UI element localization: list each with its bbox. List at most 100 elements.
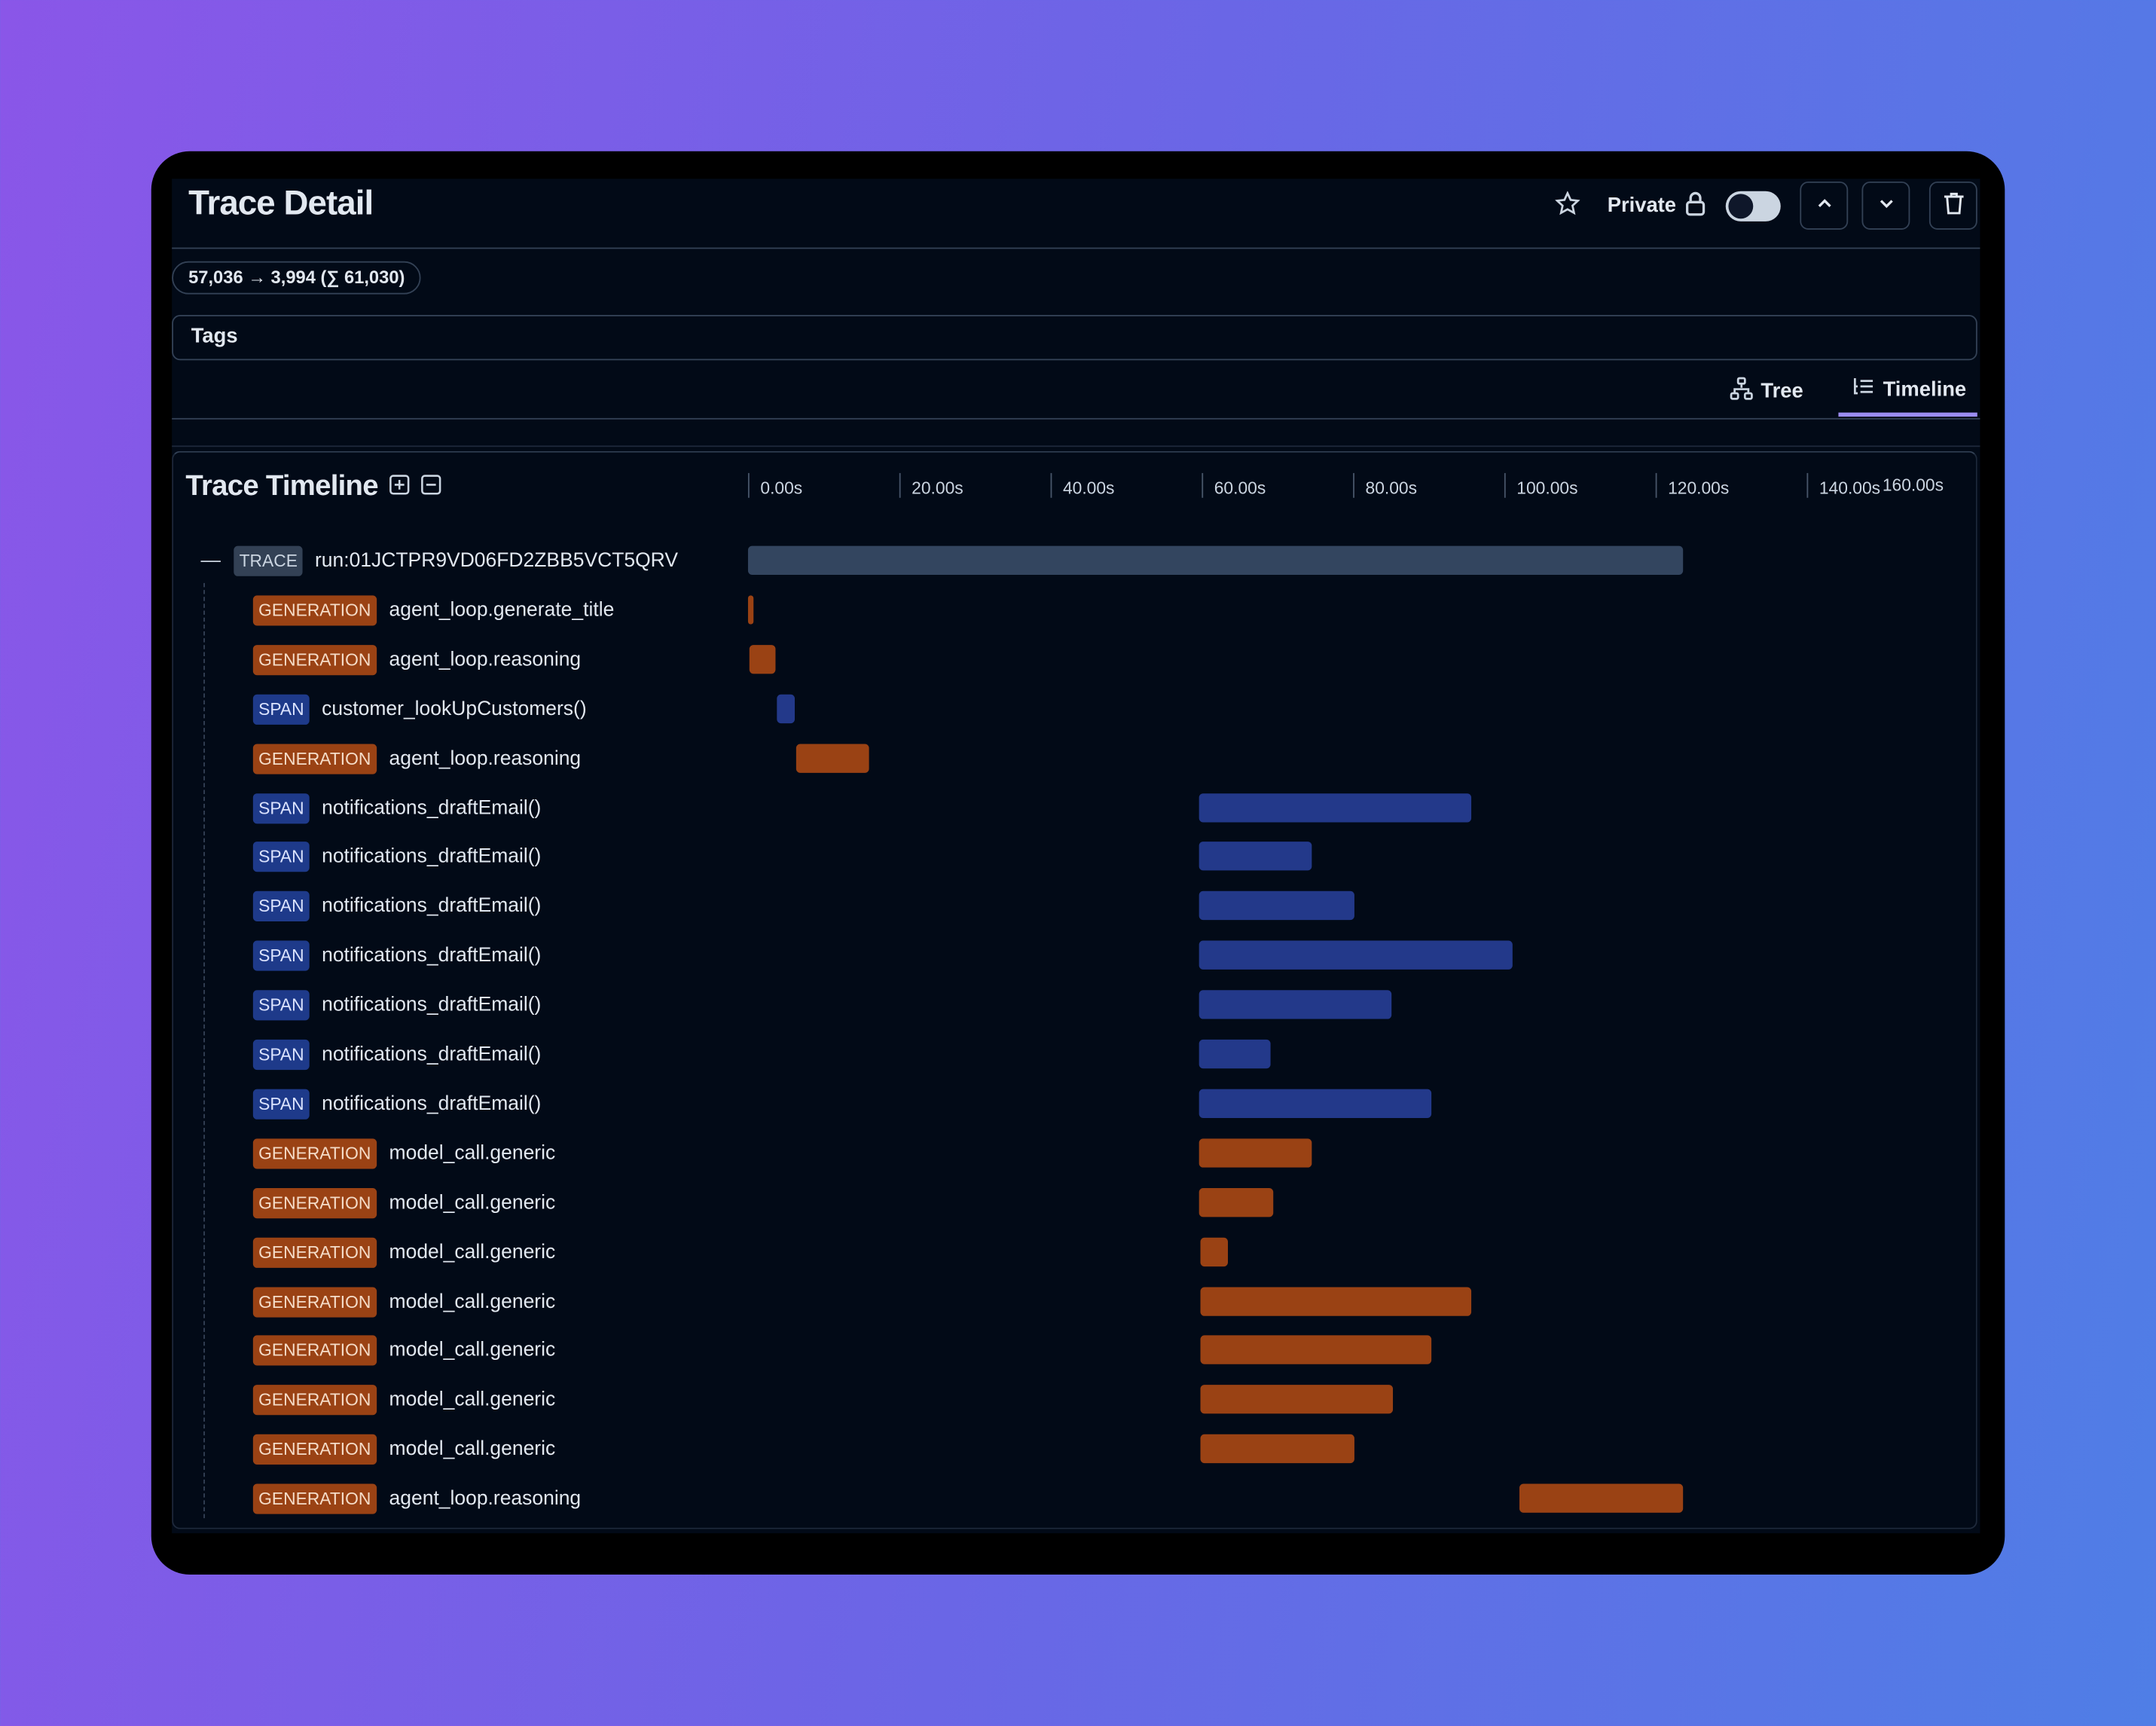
timeline-row[interactable]: GENERATION model_call.generic [173, 1182, 1976, 1223]
type-badge: SPAN [252, 1039, 310, 1071]
row-name: notifications_draftEmail() [322, 945, 542, 967]
private-toggle[interactable] [1725, 190, 1781, 221]
type-badge: SPAN [252, 1089, 310, 1120]
axis-tick-label: 60.00s [1202, 472, 1266, 498]
row-name: agent_loop.reasoning [389, 649, 582, 671]
duration-bar[interactable] [796, 743, 869, 773]
timeline-row[interactable]: SPAN notifications_draftEmail() [173, 936, 1976, 977]
duration-bar[interactable] [747, 545, 1683, 575]
type-badge: GENERATION [252, 1138, 377, 1169]
row-name: model_call.generic [389, 1191, 556, 1214]
timeline-row[interactable]: SPAN notifications_draftEmail() [173, 886, 1976, 927]
row-name: customer_lookUpCustomers() [322, 698, 587, 720]
header-actions: Private [1554, 181, 1977, 230]
row-name: model_call.generic [389, 1142, 556, 1165]
axis-tick-label: 140.00s [1806, 472, 1880, 498]
type-badge: GENERATION [252, 1434, 377, 1465]
duration-bar[interactable] [1200, 1286, 1471, 1315]
expand-all-icon[interactable] [389, 470, 410, 503]
duration-bar[interactable] [1200, 1385, 1394, 1414]
timeline-row[interactable]: GENERATION agent_loop.reasoning [173, 639, 1976, 680]
duration-bar[interactable] [1199, 990, 1392, 1019]
duration-bar[interactable] [1199, 1039, 1271, 1069]
delete-button[interactable] [1928, 181, 1977, 230]
timeline-title: Trace Timeline [185, 470, 378, 503]
type-badge: GENERATION [252, 1483, 377, 1514]
duration-bar[interactable] [1199, 793, 1471, 822]
next-trace-button[interactable] [1861, 181, 1910, 230]
duration-bar[interactable] [1199, 1089, 1432, 1118]
duration-bar[interactable] [1519, 1483, 1683, 1514]
timeline-row[interactable]: SPAN notifications_draftEmail() [173, 1083, 1976, 1125]
duration-bar[interactable] [1200, 1336, 1432, 1365]
timeline-row[interactable]: GENERATION agent_loop.reasoning [173, 738, 1976, 779]
duration-bar[interactable] [1200, 1434, 1355, 1464]
duration-bar[interactable] [747, 595, 753, 625]
duration-bar[interactable] [1199, 891, 1355, 921]
duration-bar[interactable] [1200, 1237, 1229, 1266]
type-badge: SPAN [252, 793, 310, 823]
axis-tick-label: 160.00s [1882, 475, 1944, 496]
duration-bar[interactable] [1199, 1138, 1312, 1168]
duration-bar[interactable] [1199, 940, 1513, 970]
timeline-row[interactable]: SPAN customer_lookUpCustomers() [173, 689, 1976, 730]
type-badge: SPAN [252, 940, 310, 972]
trace-detail-panel: Trace Detail Private 57,036 → 3,994 (∑ 6… [172, 179, 1980, 1534]
timeline-row[interactable]: GENERATION model_call.generic [173, 1379, 1976, 1421]
timeline-row[interactable]: — TRACE run:01JCTPR9VD06FD2ZBB5VCT5QRV [173, 540, 1976, 582]
page-title: Trace Detail [188, 184, 374, 223]
row-name: model_call.generic [389, 1291, 556, 1313]
row-name: notifications_draftEmail() [322, 994, 542, 1017]
type-badge: TRACE [234, 545, 304, 576]
timeline-row[interactable]: SPAN notifications_draftEmail() [173, 836, 1976, 878]
timeline-row[interactable]: SPAN notifications_draftEmail() [173, 787, 1976, 829]
row-name: notifications_draftEmail() [322, 796, 542, 819]
timeline-row[interactable]: SPAN notifications_draftEmail() [173, 985, 1976, 1026]
timeline-row[interactable]: SPAN notifications_draftEmail() [173, 1034, 1976, 1076]
row-name: agent_loop.reasoning [389, 747, 582, 770]
axis-tick-label: 0.00s [747, 472, 802, 498]
timeline-icon [1852, 377, 1874, 402]
trace-timeline-panel: Trace Timeline 0.00s 20.00s 40.00s 60.00s 80… [172, 451, 1977, 1529]
duration-bar[interactable] [749, 644, 776, 674]
duration-bar[interactable] [777, 694, 796, 723]
timeline-row[interactable]: GENERATION model_call.generic [173, 1330, 1976, 1372]
type-badge: SPAN [252, 891, 310, 922]
tab-timeline[interactable]: Timeline [1839, 377, 1977, 417]
tab-tree-label: Tree [1761, 379, 1803, 403]
row-name: model_call.generic [389, 1389, 556, 1412]
row-name: run:01JCTPR9VD06FD2ZBB5VCT5QRV [314, 550, 678, 573]
star-icon[interactable] [1554, 190, 1580, 221]
timeline-row[interactable]: GENERATION model_call.generic [173, 1429, 1976, 1471]
lock-icon [1684, 191, 1706, 221]
type-badge: GENERATION [252, 644, 377, 675]
axis-tick-label: 120.00s [1655, 472, 1729, 498]
row-name: notifications_draftEmail() [322, 846, 542, 869]
tab-tree[interactable]: Tree [1729, 377, 1814, 417]
collapse-all-icon[interactable] [420, 470, 441, 503]
previous-trace-button[interactable] [1800, 181, 1849, 230]
timeline-row[interactable]: GENERATION agent_loop.reasoning [173, 1478, 1976, 1520]
axis-tick-label: 40.00s [1050, 472, 1114, 498]
token-usage-pill: 57,036 → 3,994 (∑ 61,030) [172, 261, 422, 295]
type-badge: SPAN [252, 694, 310, 725]
timeline-row[interactable]: GENERATION model_call.generic [173, 1281, 1976, 1322]
chevron-down-icon [1877, 193, 1896, 218]
timeline-row[interactable]: GENERATION model_call.generic [173, 1133, 1976, 1175]
collapse-toggle-icon[interactable]: — [200, 550, 221, 573]
axis-tick-label: 80.00s [1353, 472, 1417, 498]
timeline-row[interactable]: GENERATION model_call.generic [173, 1232, 1976, 1273]
tags-field[interactable]: Tags [172, 314, 1977, 361]
timeline-row[interactable]: GENERATION agent_loop.generate_title [173, 590, 1976, 631]
duration-bar[interactable] [1199, 842, 1312, 872]
type-badge: GENERATION [252, 1336, 377, 1367]
type-badge: GENERATION [252, 595, 377, 626]
tree-guide-line [203, 582, 205, 1519]
row-name: agent_loop.reasoning [389, 1488, 582, 1511]
duration-bar[interactable] [1199, 1187, 1274, 1217]
view-tabs: Tree Timeline [1729, 377, 1977, 417]
private-label: Private [1607, 194, 1677, 218]
axis-tick-label: 20.00s [899, 472, 963, 498]
row-name: model_call.generic [389, 1340, 556, 1362]
type-badge: GENERATION [252, 1187, 377, 1218]
